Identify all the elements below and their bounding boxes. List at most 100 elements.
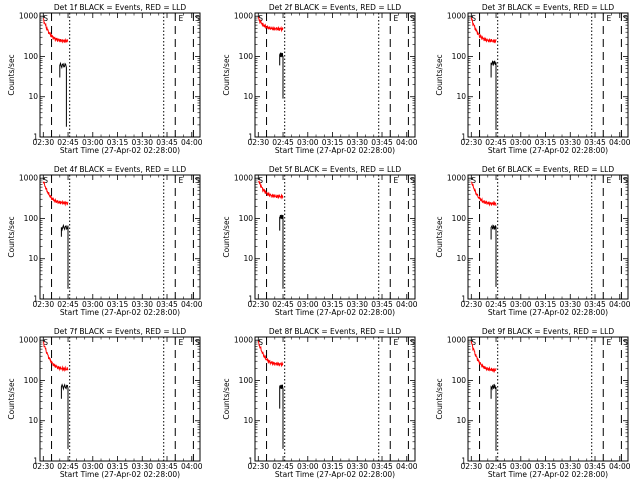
x-tick-label: 03:15	[535, 300, 557, 309]
y-tick-label: 100	[239, 214, 254, 223]
x-tick-label: 03:30	[559, 300, 581, 309]
panel-title: Det 4f BLACK = Events, RED = LLD	[54, 165, 187, 174]
x-tick-label: 02:45	[485, 300, 507, 309]
y-axis-label: Counts/sec	[222, 378, 231, 419]
panel-det-9: Det 9f BLACK = Events, RED = LLD 1 10 100 10…	[435, 327, 631, 479]
x-tick-label: 02:45	[57, 300, 79, 309]
x-tick-label: 03:15	[322, 138, 344, 147]
marker-letter-e: E	[607, 14, 612, 23]
y-tick-label: 1000	[447, 336, 466, 345]
lld-curve	[257, 340, 284, 368]
marker-letter-s: S	[43, 176, 48, 185]
marker-letter-s: S	[258, 176, 263, 185]
panel-det-6: Det 6f BLACK = Events, RED = LLD 1 10 100 10…	[435, 165, 631, 317]
x-tick-label: 03:00	[297, 462, 319, 471]
events-curve	[279, 384, 284, 449]
y-tick-label: 10	[243, 92, 253, 101]
y-tick-label: 1	[33, 133, 38, 142]
marker-letter-e: E	[179, 176, 184, 185]
x-tick-label: 02:30	[32, 462, 54, 471]
x-tick-label: 03:15	[107, 300, 129, 309]
plot-frame	[39, 12, 201, 138]
x-tick-label: 02:45	[272, 138, 294, 147]
y-tick-label: 1000	[19, 336, 38, 345]
marker-letter-s: S	[623, 14, 628, 23]
y-tick-label: 100	[452, 376, 467, 385]
x-axis-label: Start Time (27-Apr-02 02:28:00)	[60, 146, 180, 155]
marker-letter-e: E	[394, 176, 399, 185]
events-curve	[490, 224, 497, 287]
marker-letter-s: S	[195, 176, 200, 185]
x-tick-label: 02:30	[460, 138, 482, 147]
x-axis-label: Start Time (27-Apr-02 02:28:00)	[488, 308, 608, 317]
x-tick-label: 03:15	[107, 462, 129, 471]
x-tick-label: 03:45	[156, 138, 178, 147]
y-axis-label: Counts/sec	[435, 54, 444, 95]
panel-title: Det 1f BLACK = Events, RED = LLD	[54, 3, 187, 12]
x-tick-label: 03:30	[346, 138, 368, 147]
x-axis-label: Start Time (27-Apr-02 02:28:00)	[60, 308, 180, 317]
x-tick-label: 04:00	[396, 300, 418, 309]
x-tick-label: 03:30	[346, 462, 368, 471]
x-tick-label: 03:30	[559, 462, 581, 471]
x-tick-label: 04:00	[181, 300, 203, 309]
events-curve	[490, 383, 497, 451]
plot-frame	[467, 174, 629, 300]
y-tick-label: 1	[248, 295, 253, 304]
y-tick-label: 100	[24, 376, 39, 385]
plot-frame	[39, 174, 201, 300]
x-tick-label: 02:30	[32, 300, 54, 309]
marker-letter-e: E	[607, 338, 612, 347]
x-tick-label: 04:00	[396, 462, 418, 471]
panel-title: Det 2f BLACK = Events, RED = LLD	[269, 3, 402, 12]
x-tick-label: 02:45	[57, 138, 79, 147]
x-tick-label: 02:30	[247, 462, 269, 471]
lld-curve	[42, 18, 69, 44]
y-tick-label: 100	[239, 52, 254, 61]
x-tick-label: 03:45	[584, 300, 606, 309]
x-tick-label: 04:00	[181, 138, 203, 147]
y-tick-label: 1	[461, 457, 466, 466]
panel-det-4: Det 4f BLACK = Events, RED = LLD 1 10 100 10…	[7, 165, 203, 317]
marker-letter-s: S	[195, 338, 200, 347]
y-tick-label: 1000	[234, 174, 253, 183]
y-tick-label: 10	[456, 92, 466, 101]
x-tick-label: 02:30	[460, 300, 482, 309]
marker-letter-s: S	[623, 338, 628, 347]
x-tick-label: 03:45	[371, 300, 393, 309]
marker-letter-e: E	[607, 176, 612, 185]
y-axis-label: Counts/sec	[435, 216, 444, 257]
plot-frame	[39, 336, 201, 462]
x-tick-label: 02:30	[247, 300, 269, 309]
panel-det-5: Det 5f BLACK = Events, RED = LLD 1 10 100 10…	[222, 165, 418, 317]
x-tick-label: 03:00	[82, 462, 104, 471]
y-tick-label: 1000	[19, 174, 38, 183]
marker-letter-s: S	[471, 14, 476, 23]
x-tick-label: 03:45	[156, 300, 178, 309]
y-tick-label: 1	[461, 295, 466, 304]
y-tick-label: 100	[452, 52, 467, 61]
marker-letter-s: S	[258, 14, 263, 23]
plot-frame	[254, 336, 416, 462]
y-tick-label: 10	[243, 254, 253, 263]
x-axis-label: Start Time (27-Apr-02 02:28:00)	[275, 470, 395, 479]
y-axis-label: Counts/sec	[7, 54, 16, 95]
x-tick-label: 03:15	[107, 138, 129, 147]
y-tick-label: 1	[461, 133, 466, 142]
marker-letter-s: S	[43, 338, 48, 347]
x-tick-label: 02:45	[485, 138, 507, 147]
marker-letter-e: E	[179, 14, 184, 23]
x-tick-label: 02:45	[57, 462, 79, 471]
y-tick-label: 1000	[234, 336, 253, 345]
panel-title: Det 8f BLACK = Events, RED = LLD	[269, 327, 402, 336]
y-tick-label: 100	[452, 214, 467, 223]
plot-frame	[254, 12, 416, 138]
x-tick-label: 03:00	[82, 300, 104, 309]
panel-title: Det 7f BLACK = Events, RED = LLD	[54, 327, 187, 336]
lld-curve	[257, 16, 284, 33]
x-tick-label: 03:00	[510, 462, 532, 471]
panel-title: Det 9f BLACK = Events, RED = LLD	[482, 327, 615, 336]
events-curve	[59, 61, 67, 127]
panel-det-8: Det 8f BLACK = Events, RED = LLD 1 10 100 10…	[222, 327, 418, 479]
marker-letter-s: S	[410, 14, 415, 23]
